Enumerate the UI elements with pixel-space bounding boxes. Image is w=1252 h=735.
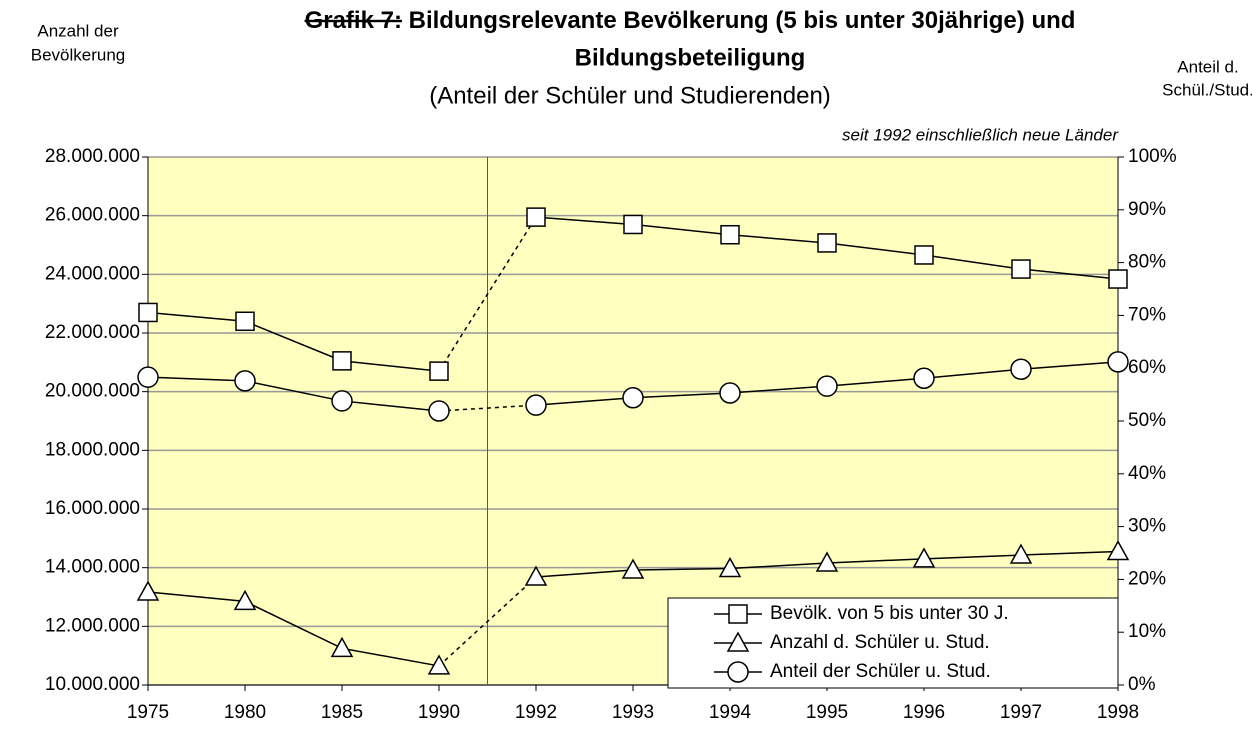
marker [137,366,159,388]
marker [1106,539,1130,561]
series-connector [438,404,537,412]
x-tick-label: 1994 [709,702,752,723]
title-line: Bildungsrelevante Bevölkerung (5 bis unt… [409,7,1076,34]
marker [330,636,354,658]
y-tick-label: 26.000.000 [45,205,140,226]
marker [718,557,742,578]
legend-label: Anzahl d. Schüler u. Stud. [770,632,990,653]
title-prefix: Grafik 7: [305,7,402,34]
y2-tick-label: 70% [1128,304,1166,325]
marker [1010,358,1032,381]
x-tick-label: 1980 [224,702,266,723]
x-tick-label: 1996 [903,702,945,723]
legend-marker [727,661,749,683]
y2-tick-label: 80% [1128,252,1166,273]
marker [913,367,935,389]
y-tick-label: 20.000.000 [45,381,140,402]
marker [427,654,451,675]
marker [429,361,449,381]
marker [233,589,257,611]
marker [524,565,548,586]
legend-label: Bevölk. von 5 bis unter 30 J. [770,603,1009,624]
x-tick-label: 1992 [515,702,557,723]
y2-tick-label: 10% [1128,621,1166,642]
y-tick-label: 16.000.000 [45,498,140,519]
y-tick-label: 24.000.000 [45,263,140,284]
y2-tick-label: 30% [1128,516,1166,537]
y2-axis-label: Anteil d. [1177,57,1238,76]
x-tick-label: 1997 [1000,702,1042,723]
marker [815,551,839,572]
marker [138,302,158,323]
y-axis-label: Bevölkerung [31,45,126,64]
y-tick-label: 12.000.000 [45,615,140,636]
series-line [147,311,440,372]
x-tick-label: 1993 [612,702,654,723]
chart-subtitle: (Anteil der Schüler und Studierenden) [429,82,831,109]
y-tick-label: 14.000.000 [45,557,140,578]
marker [331,390,353,412]
y-tick-label: 10.000.000 [45,674,140,695]
marker [1011,259,1031,279]
marker [912,547,936,568]
marker [526,207,546,227]
x-tick-label: 1990 [418,702,460,723]
marker [1108,269,1128,289]
y-tick-label: 28.000.000 [45,146,140,167]
legend-marker [728,604,748,624]
marker [136,580,160,601]
y-tick-label: 18.000.000 [45,439,140,460]
plot-area [148,157,1118,685]
marker [428,400,450,422]
marker [621,558,645,579]
marker [719,382,741,404]
marker [1009,543,1033,564]
marker [235,311,255,332]
marker [622,387,644,409]
legend-marker [726,631,750,652]
marker [332,351,352,371]
x-tick-label: 1985 [321,702,363,723]
chart-title: Bildungsbeteiligung [575,44,806,71]
series-connector [438,216,537,372]
series-line [147,376,440,412]
marker [1107,351,1129,373]
x-tick-label: 1975 [127,702,169,723]
marker [234,370,256,392]
marker [525,394,547,416]
y2-tick-label: 50% [1128,410,1166,431]
marker [623,214,643,235]
marker [817,233,837,253]
x-tick-label: 1995 [806,702,848,723]
y2-tick-label: 0% [1128,674,1156,695]
series-line [147,591,440,667]
y2-tick-label: 60% [1128,357,1166,378]
marker [914,245,934,265]
y2-tick-label: 100% [1128,146,1177,167]
y2-axis-label: Schül./Stud. [1162,80,1252,99]
series-connector [438,576,537,667]
y-axis-label: Anzahl der [37,21,119,40]
y-tick-label: 22.000.000 [45,322,140,343]
legend-label: Anteil der Schüler u. Stud. [770,661,991,682]
chart-title: Grafik 7: Bildungsrelevante Bevölkerung … [305,7,1076,34]
y2-tick-label: 90% [1128,199,1166,220]
marker [816,375,838,397]
y2-tick-label: 40% [1128,463,1166,484]
y2-tick-label: 20% [1128,568,1166,589]
annotation: seit 1992 einschließlich neue Länder [842,125,1119,144]
x-tick-label: 1998 [1097,702,1139,723]
marker [720,224,740,245]
